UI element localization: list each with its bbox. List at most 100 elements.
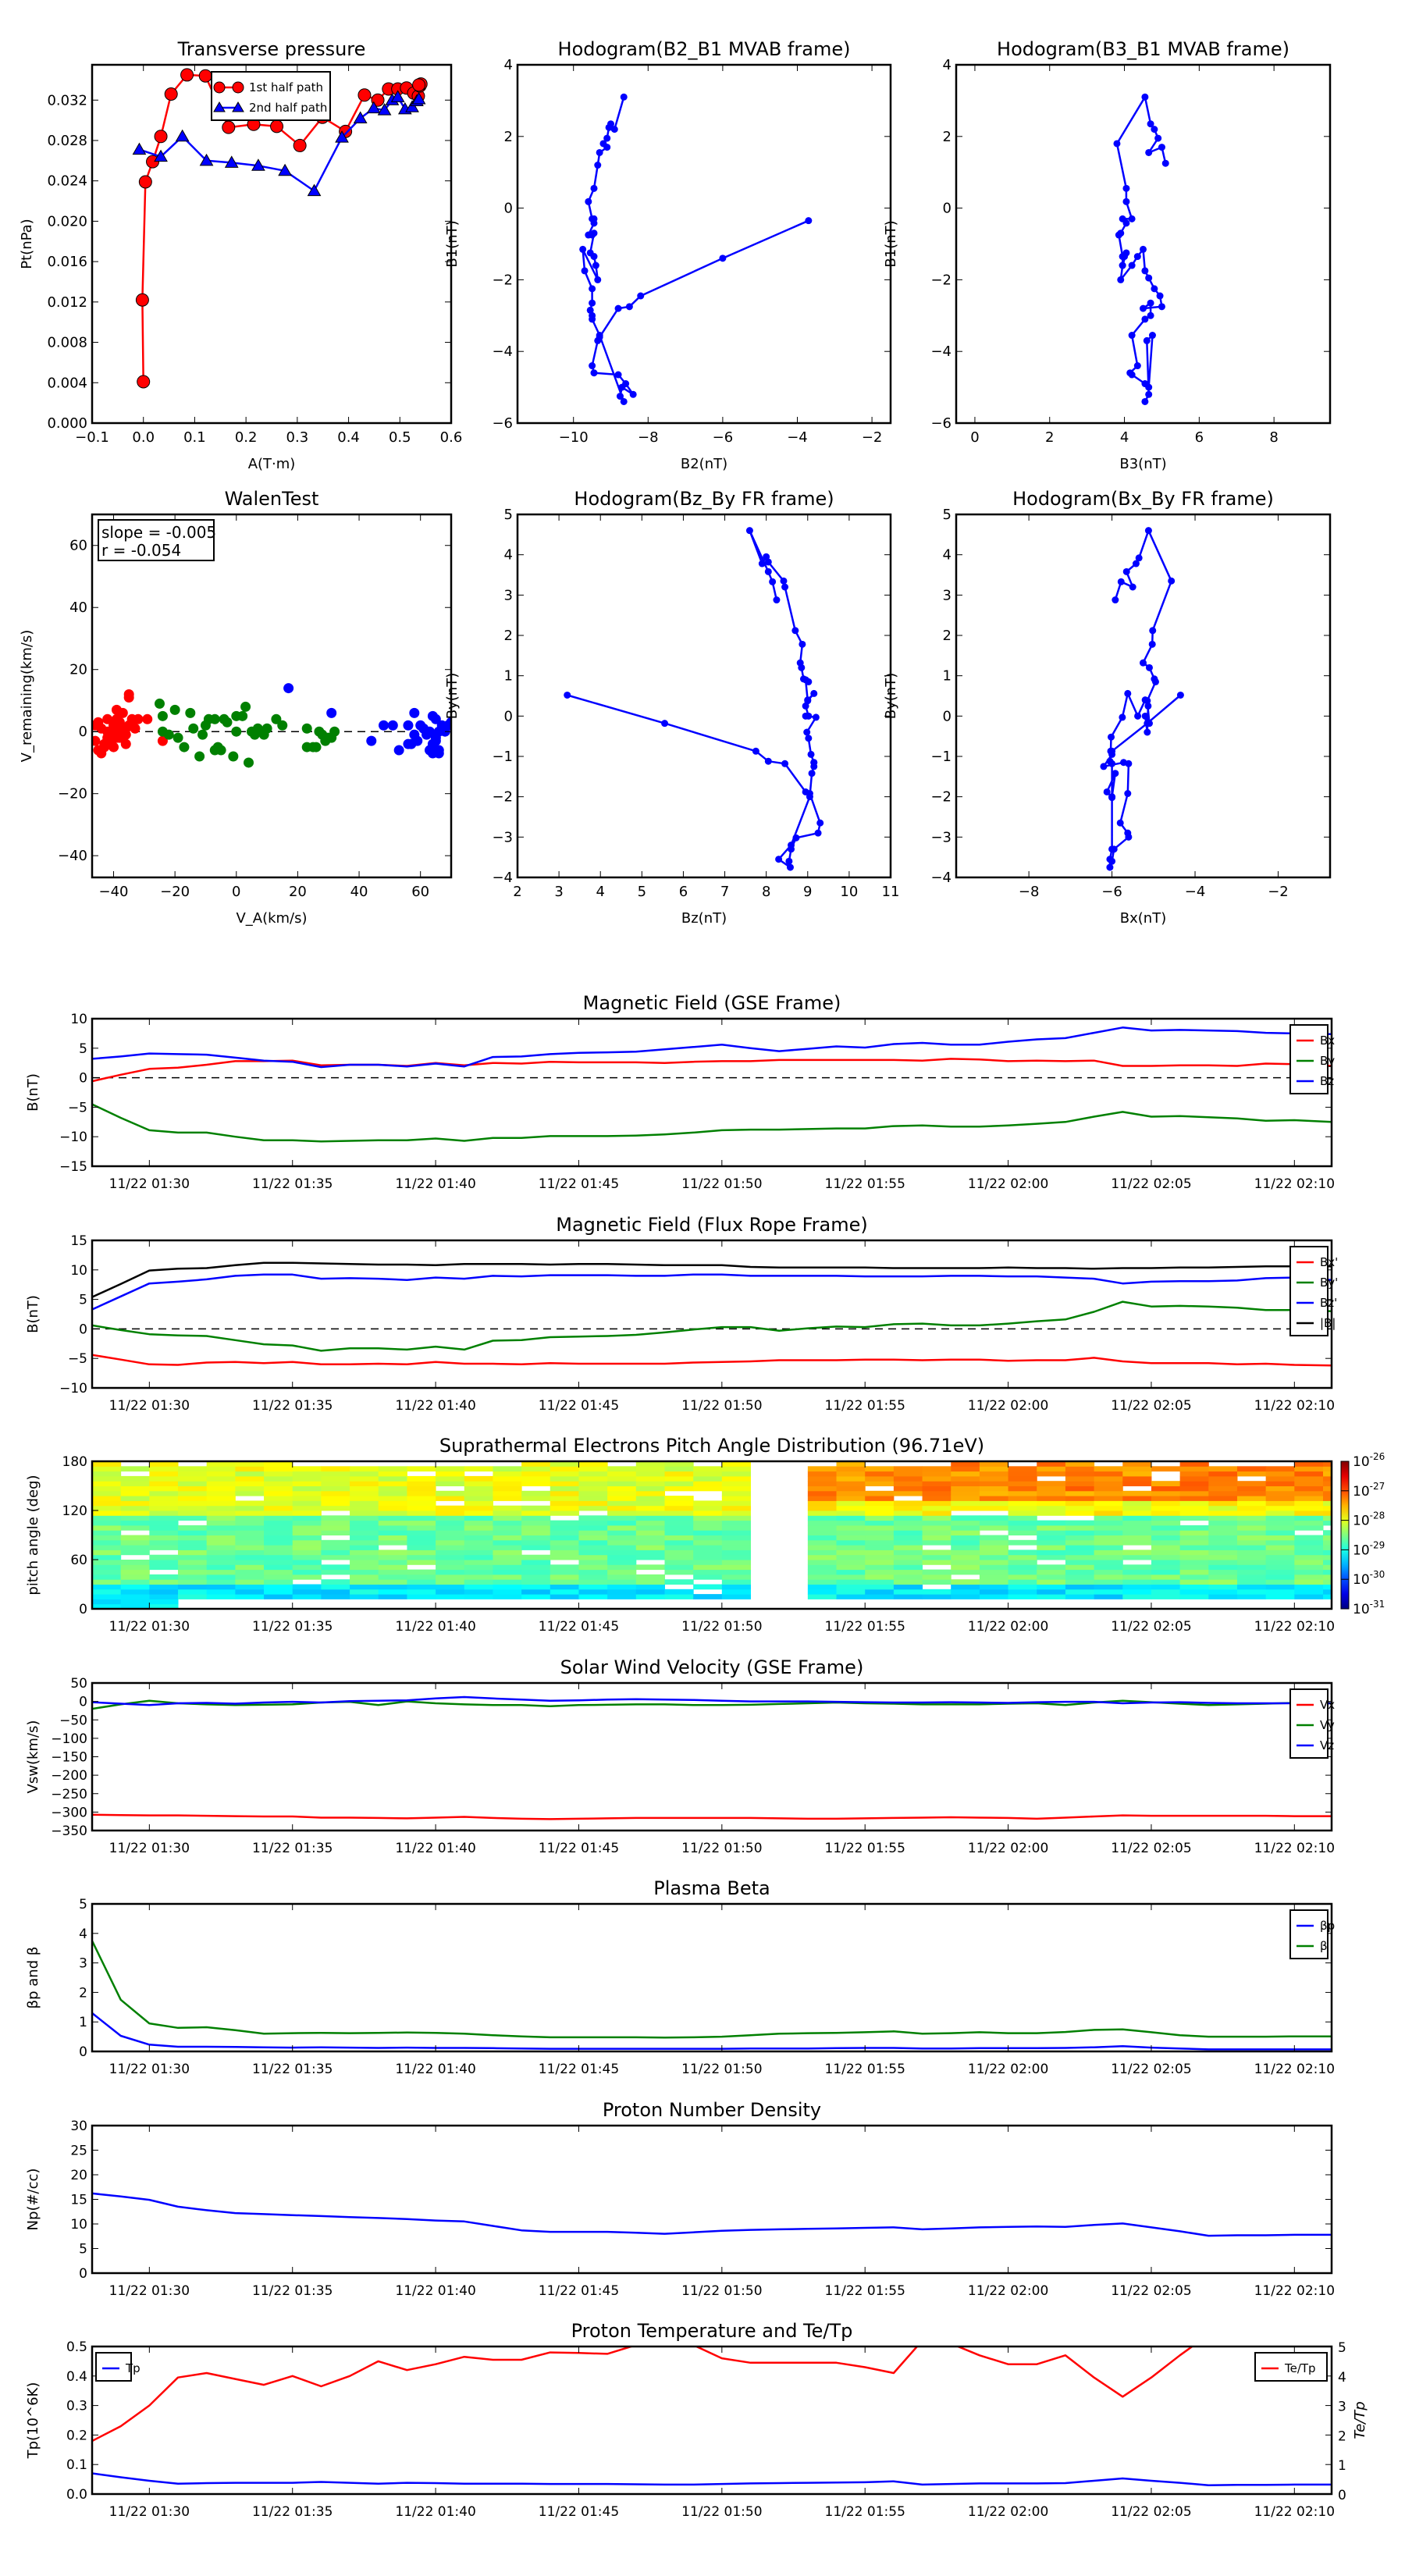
heatmap-cell bbox=[436, 1594, 465, 1599]
x-tick-label: 10 bbox=[840, 884, 858, 900]
heatmap-cell bbox=[1179, 1539, 1209, 1546]
chart-title: Proton Number Density bbox=[603, 2099, 821, 2121]
heatmap-cell bbox=[1008, 1525, 1037, 1531]
heatmap-cell bbox=[521, 1515, 551, 1521]
heatmap-cell bbox=[407, 1515, 436, 1521]
heatmap-cell bbox=[1322, 1574, 1332, 1580]
heatmap-cell bbox=[979, 1550, 1009, 1556]
heatmap-cell bbox=[378, 1520, 407, 1526]
data-point bbox=[1148, 332, 1156, 340]
heatmap-cell bbox=[1236, 1550, 1267, 1556]
heatmap-cell bbox=[1236, 1589, 1267, 1595]
heatmap-cell bbox=[1037, 1500, 1066, 1507]
heatmap-cell bbox=[464, 1560, 493, 1565]
heatmap-cell bbox=[92, 1530, 122, 1535]
heatmap-cell bbox=[607, 1496, 637, 1501]
heatmap-cell bbox=[1122, 1530, 1152, 1535]
heatmap-cell bbox=[464, 1579, 493, 1585]
heatmap-cell bbox=[1265, 1475, 1295, 1482]
heatmap-cell bbox=[92, 1525, 122, 1531]
data-point bbox=[1145, 720, 1153, 728]
data-point bbox=[1119, 262, 1126, 269]
heatmap-cell bbox=[235, 1550, 265, 1556]
heatmap-cell bbox=[321, 1475, 350, 1482]
heatmap-cell bbox=[149, 1584, 179, 1590]
data-point bbox=[816, 819, 824, 827]
heatmap-cell bbox=[464, 1584, 493, 1590]
heatmap-cell bbox=[321, 1471, 350, 1477]
heatmap-cell bbox=[378, 1490, 407, 1496]
heatmap-cell bbox=[1037, 1490, 1066, 1496]
heatmap-cell bbox=[635, 1594, 665, 1599]
heatmap-cell bbox=[1294, 1475, 1324, 1482]
heatmap-cell bbox=[865, 1520, 895, 1526]
heatmap-cell bbox=[1236, 1496, 1267, 1501]
heatmap-cell bbox=[120, 1505, 150, 1511]
heatmap-cell bbox=[1322, 1505, 1332, 1511]
heatmap-cell bbox=[893, 1530, 923, 1535]
heatmap-cell bbox=[149, 1530, 179, 1535]
y-tick-label-right: 1 bbox=[1338, 2458, 1346, 2474]
legend-label: Vz bbox=[1320, 1738, 1334, 1752]
heatmap-cell bbox=[264, 1466, 293, 1472]
heatmap-cell bbox=[1236, 1500, 1267, 1507]
heatmap-cell bbox=[1008, 1539, 1037, 1546]
heatmap-cell bbox=[92, 1599, 122, 1605]
data-point bbox=[164, 87, 178, 101]
heatmap-cell bbox=[893, 1520, 923, 1526]
heatmap-cell bbox=[1008, 1496, 1037, 1501]
heatmap-cell bbox=[693, 1520, 723, 1526]
heatmap-cell bbox=[149, 1520, 179, 1526]
heatmap-cell bbox=[235, 1510, 265, 1516]
heatmap-cell bbox=[1236, 1481, 1267, 1486]
colorbar-tick-exponent: -29 bbox=[1370, 1539, 1385, 1550]
data-point bbox=[603, 134, 611, 142]
heatmap-cell bbox=[92, 1471, 122, 1477]
legend-label: 2nd half path bbox=[249, 101, 327, 115]
heatmap-cell bbox=[693, 1525, 723, 1531]
y-tick-label: 5 bbox=[943, 507, 951, 523]
heatmap-cell bbox=[436, 1466, 465, 1472]
heatmap-cell bbox=[493, 1545, 522, 1550]
plot-area bbox=[92, 2347, 1332, 2486]
heatmap-cell bbox=[178, 1505, 208, 1511]
heatmap-cell bbox=[951, 1554, 980, 1560]
heatmap-cell bbox=[206, 1515, 236, 1521]
heatmap-cell bbox=[865, 1500, 895, 1507]
heatmap-cell bbox=[493, 1471, 522, 1477]
heatmap-cell bbox=[350, 1485, 379, 1492]
heatmap-cell bbox=[235, 1466, 265, 1472]
heatmap-cell bbox=[1265, 1584, 1295, 1590]
heatmap-cell bbox=[664, 1564, 694, 1571]
heatmap-cell bbox=[493, 1535, 522, 1541]
data-point bbox=[1107, 747, 1115, 755]
heatmap-cell bbox=[493, 1569, 522, 1575]
data-point bbox=[1128, 332, 1136, 340]
heatmap-cell bbox=[951, 1466, 980, 1472]
data-point bbox=[590, 184, 598, 192]
heatmap-cell bbox=[550, 1525, 579, 1531]
data-point bbox=[329, 726, 340, 737]
heatmap-cell bbox=[635, 1535, 665, 1541]
heatmap-cell bbox=[1208, 1475, 1238, 1482]
heatmap-cell bbox=[120, 1545, 150, 1550]
heatmap-cell bbox=[149, 1475, 179, 1482]
heatmap-cell bbox=[664, 1589, 694, 1595]
heatmap-cell bbox=[578, 1539, 608, 1546]
data-point bbox=[92, 735, 101, 746]
heatmap-cell bbox=[1208, 1530, 1238, 1535]
heatmap-cell bbox=[1294, 1564, 1324, 1571]
heatmap-cell bbox=[1322, 1485, 1332, 1492]
heatmap-cell bbox=[1265, 1535, 1295, 1541]
heatmap-cell bbox=[664, 1560, 694, 1565]
legend-label: β bbox=[1320, 1939, 1328, 1953]
heatmap-cell bbox=[521, 1539, 551, 1546]
x-tick-label: 2 bbox=[513, 884, 521, 900]
heatmap-cell bbox=[1265, 1554, 1295, 1560]
plot-area bbox=[92, 2192, 1332, 2237]
heatmap-cell bbox=[1037, 1520, 1066, 1526]
heatmap-cell bbox=[979, 1485, 1009, 1492]
heatmap-cell bbox=[807, 1554, 838, 1560]
heatmap-cell bbox=[865, 1539, 895, 1546]
heatmap-cell bbox=[264, 1505, 293, 1511]
